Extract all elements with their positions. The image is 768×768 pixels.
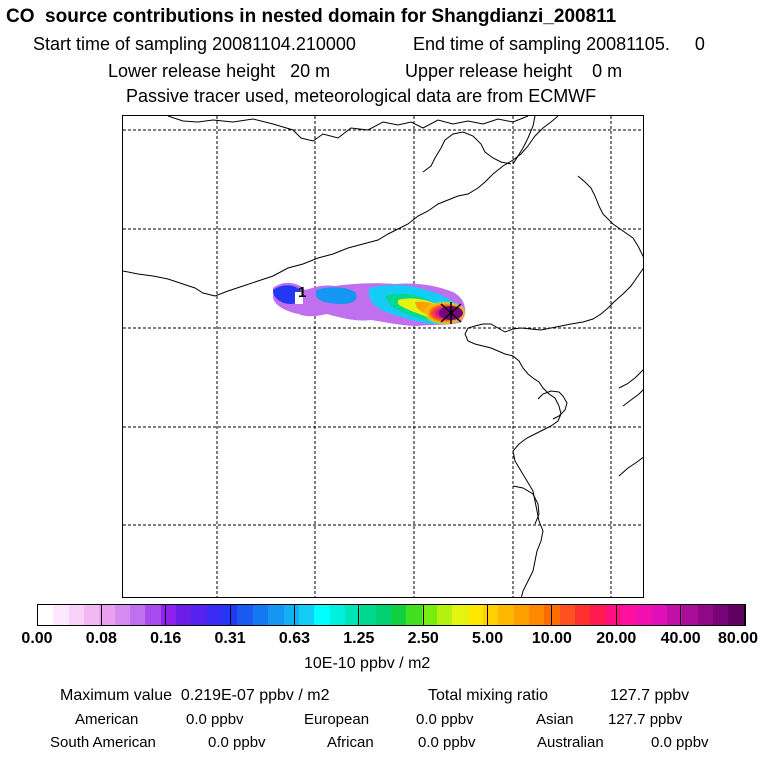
marker-label: 1 xyxy=(298,284,306,301)
tracer-info-label: Passive tracer used, meteorological data… xyxy=(126,86,597,106)
american-label: American xyxy=(75,711,139,728)
color-scale-segment xyxy=(145,605,161,625)
color-scale-segment xyxy=(68,605,85,625)
color-scale-tick-label: 2.50 xyxy=(407,630,439,647)
color-scale-tick-label: 1.25 xyxy=(343,630,375,647)
color-scale-tick xyxy=(680,604,682,626)
total-mixing-label: Total mixing ratio xyxy=(428,687,549,704)
color-scale-segment xyxy=(529,605,545,625)
color-scale-segment xyxy=(160,605,177,625)
color-scale-segment xyxy=(575,605,591,625)
lower-release-height-label: Lower release height 20 m xyxy=(108,61,331,81)
color-scale-tick xyxy=(293,604,295,626)
color-scale-tick xyxy=(36,604,38,626)
color-scale-tick-label: 5.00 xyxy=(471,630,504,647)
graticule-lines xyxy=(123,116,643,597)
color-scale-segment xyxy=(636,605,652,625)
european-value: 0.0 ppbv xyxy=(416,711,474,728)
color-scale-segment xyxy=(682,605,698,625)
color-scale-segment xyxy=(651,605,668,625)
color-scale-segment xyxy=(498,605,514,625)
country-boundaries xyxy=(123,116,643,597)
asian-label: Asian xyxy=(536,711,574,728)
color-scale-segment xyxy=(590,605,606,625)
color-scale-segment xyxy=(298,605,315,625)
color-scale-segment xyxy=(99,605,115,625)
color-scale-segment xyxy=(390,605,407,625)
color-scale-segment xyxy=(360,605,376,625)
color-scale-segment xyxy=(53,605,69,625)
color-scale-segment xyxy=(268,605,284,625)
color-scale-tick-label: 0.00 xyxy=(21,630,53,647)
color-scale-segment xyxy=(283,605,299,625)
map-canvas: 1 xyxy=(123,116,643,597)
color-scale-segment xyxy=(176,605,192,625)
color-scale-segment xyxy=(605,605,622,625)
color-scale-segment xyxy=(84,605,100,625)
color-scale-tick xyxy=(551,604,553,626)
color-scale-segment xyxy=(621,605,637,625)
color-scale-segment xyxy=(728,605,744,625)
color-scale-tick-label: 10.00 xyxy=(531,630,572,647)
color-scale-segment xyxy=(206,605,223,625)
color-scale-tick-label: 80.00 xyxy=(717,630,759,647)
color-scale-tick-label: 40.00 xyxy=(660,630,701,647)
color-scale-segment xyxy=(329,605,345,625)
african-label: African xyxy=(327,734,374,751)
co-plume xyxy=(273,282,467,326)
color-scale-tick xyxy=(358,604,360,626)
color-scale-segment xyxy=(467,605,483,625)
color-scale-segment xyxy=(375,605,391,625)
color-scale-segment xyxy=(697,605,714,625)
south-american-label: South American xyxy=(50,734,156,751)
color-scale-tick xyxy=(615,604,617,626)
color-scale-tick-label: 20.00 xyxy=(596,630,637,647)
color-scale-segment xyxy=(452,605,468,625)
total-mixing-value: 127.7 ppbv xyxy=(610,687,690,704)
color-scale-segment xyxy=(667,605,683,625)
asian-value: 127.7 ppbv xyxy=(608,711,683,728)
color-scale-tick-label: 0.31 xyxy=(214,630,246,647)
max-value-label: Maximum value 0.219E-07 ppbv / m2 xyxy=(60,687,330,704)
color-scale-segment xyxy=(114,605,131,625)
color-scale-segment xyxy=(38,605,54,625)
color-scale-segment xyxy=(559,605,576,625)
color-scale-segment xyxy=(421,605,437,625)
plot-title: CO source contributions in nested domain… xyxy=(6,6,617,27)
color-scale-tick xyxy=(100,604,102,626)
australian-value: 0.0 ppbv xyxy=(651,734,709,751)
color-scale-bar xyxy=(37,604,745,626)
upper-release-height-label: Upper release height 0 m xyxy=(405,61,623,81)
color-scale-segment xyxy=(482,605,499,625)
color-scale-tick xyxy=(487,604,489,626)
color-scale-segment xyxy=(252,605,269,625)
color-scale-segment xyxy=(513,605,529,625)
unit-label: 10E-10 ppbv / m2 xyxy=(304,655,431,672)
map-panel: 1 xyxy=(122,115,644,598)
color-scale-tick-label: 0.08 xyxy=(85,630,117,647)
start-time-label: Start time of sampling 20081104.210000 xyxy=(33,34,356,54)
color-scale-tick-label: 0.63 xyxy=(278,630,311,647)
color-scale-segment xyxy=(713,605,729,625)
color-scale-segment xyxy=(191,605,207,625)
end-time-label: End time of sampling 20081105. 0 xyxy=(413,34,705,54)
color-scale-segment xyxy=(436,605,453,625)
european-label: European xyxy=(304,711,370,728)
color-scale-segment xyxy=(314,605,330,625)
australian-label: Australian xyxy=(537,734,604,751)
color-scale-segment xyxy=(237,605,253,625)
color-scale-tick xyxy=(165,604,167,626)
color-scale-tick xyxy=(422,604,424,626)
color-scale-tick xyxy=(744,604,746,626)
color-scale-tick-label: 0.16 xyxy=(150,630,182,647)
color-scale-tick xyxy=(229,604,231,626)
color-scale-segment xyxy=(406,605,422,625)
african-value: 0.0 ppbv xyxy=(418,734,476,751)
receptor-marker xyxy=(440,302,462,324)
south-american-value: 0.0 ppbv xyxy=(208,734,266,751)
color-scale-segment xyxy=(130,605,146,625)
american-value: 0.0 ppbv xyxy=(186,711,244,728)
color-scale-segment xyxy=(344,605,361,625)
